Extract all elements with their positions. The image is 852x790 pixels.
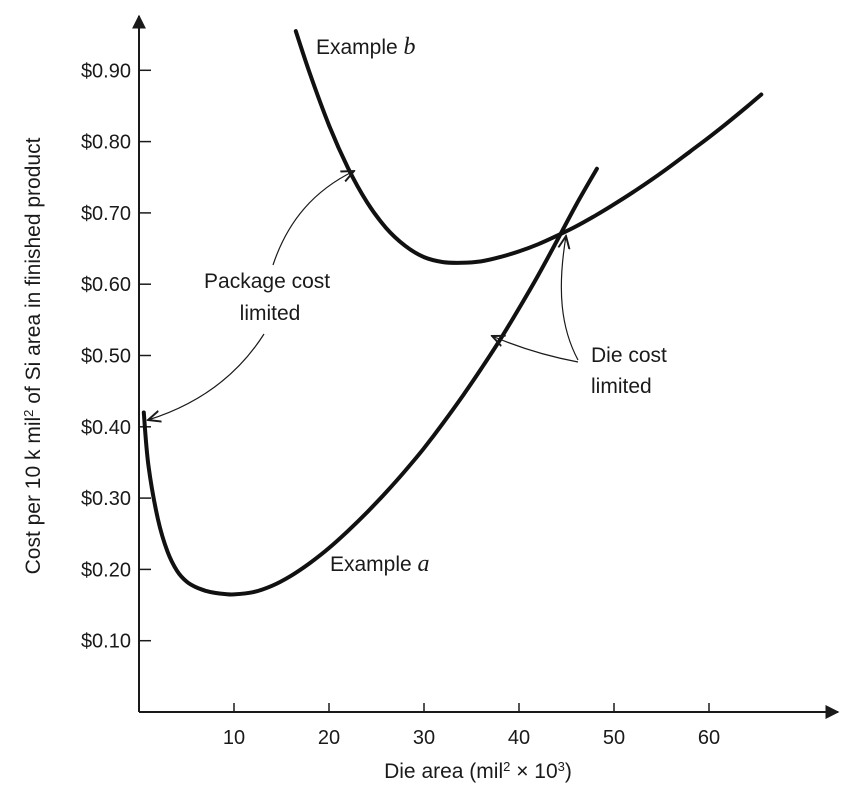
series-line-example-a — [141, 166, 599, 597]
x-ticks: 10 20 30 40 50 60 — [223, 703, 720, 749]
x-tick-label: 30 — [413, 727, 435, 749]
y-tick-label: $0.10 — [81, 631, 131, 653]
y-tick-label: $0.30 — [81, 488, 131, 510]
y-tick-label: $0.70 — [81, 203, 131, 225]
y-tick-label: $0.20 — [81, 559, 131, 581]
y-tick-label: $0.60 — [81, 274, 131, 296]
y-tick-label: $0.80 — [81, 132, 131, 154]
x-tick-label: 40 — [508, 727, 530, 749]
package-arrow-lower — [148, 333, 265, 420]
die-arrow-lower — [492, 336, 579, 363]
x-axis-label: Die area (mil2 × 103) — [384, 759, 572, 784]
y-tick-label: $0.90 — [81, 60, 131, 82]
x-tick-label: 20 — [318, 727, 340, 749]
package-arrow-upper — [272, 171, 354, 266]
y-tick-label: $0.50 — [81, 346, 131, 368]
x-tick-label: 60 — [698, 727, 720, 749]
x-tick-label: 50 — [603, 727, 625, 749]
y-ticks: $0.10 $0.20 $0.30 $0.40 $0.50 $0.60 $0.70 $0.80… — [81, 60, 151, 653]
series-label-example-b: Example b — [316, 34, 416, 60]
y-axis-label: Cost per 10 k mil2 of Si area in finishe… — [21, 137, 46, 574]
annotation-die-cost-limited: Die cost limited — [591, 344, 673, 398]
x-tick-label: 10 — [223, 727, 245, 749]
annotation-package-cost-limited: Package cost limited — [204, 270, 336, 325]
series-line-example-b — [293, 29, 764, 265]
curves — [141, 29, 764, 597]
series-label-example-a: Example a — [330, 551, 430, 577]
y-tick-label: $0.40 — [81, 417, 131, 439]
die-arrow-upper — [561, 236, 579, 361]
